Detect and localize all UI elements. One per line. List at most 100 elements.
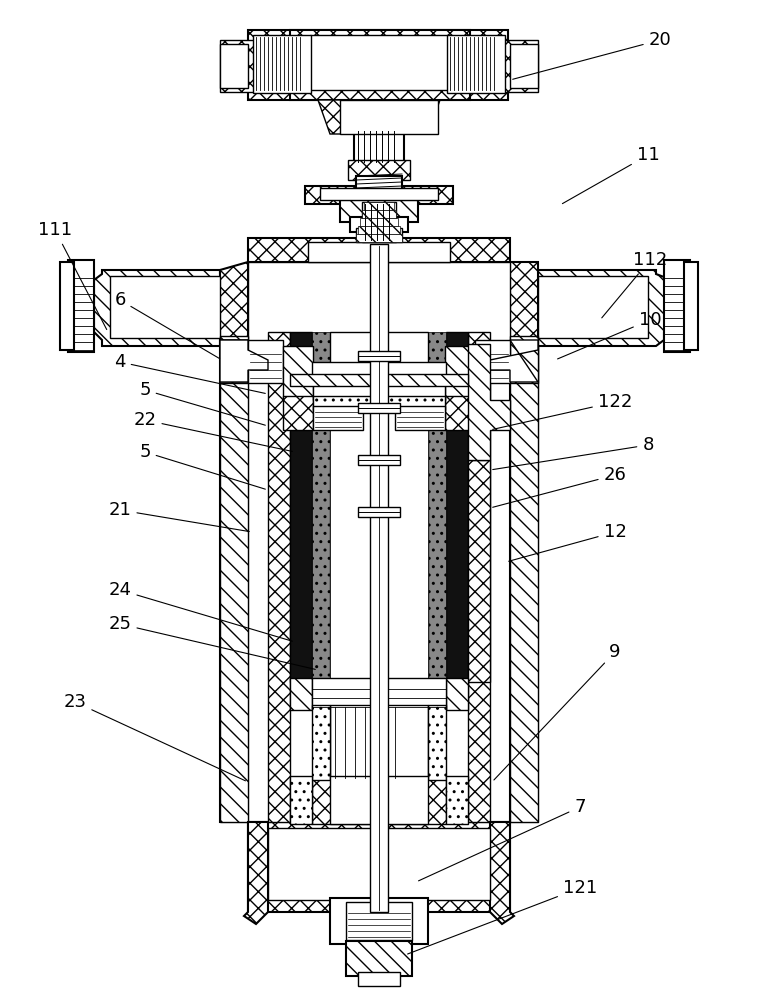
Bar	[664, 260, 690, 352]
Bar	[308, 242, 450, 262]
Bar	[538, 276, 648, 338]
Text: 10: 10	[558, 311, 661, 359]
Bar	[356, 228, 402, 242]
Bar	[445, 396, 475, 430]
Bar	[248, 262, 510, 346]
Bar	[360, 218, 398, 226]
Bar	[330, 898, 428, 944]
Polygon shape	[468, 344, 510, 460]
Text: 12: 12	[509, 523, 626, 561]
Text: 26: 26	[493, 466, 626, 507]
Bar	[310, 35, 448, 90]
Bar	[468, 332, 490, 822]
Polygon shape	[510, 346, 538, 822]
Bar	[312, 678, 446, 710]
Bar	[290, 30, 470, 100]
Bar	[447, 35, 505, 93]
Polygon shape	[318, 100, 440, 134]
Bar	[428, 705, 446, 780]
Bar	[312, 362, 446, 380]
Polygon shape	[530, 270, 672, 346]
Bar	[446, 776, 468, 824]
Text: 22: 22	[133, 411, 293, 451]
Polygon shape	[94, 270, 228, 346]
Bar	[510, 336, 538, 383]
Text: 8: 8	[493, 436, 653, 470]
Bar	[248, 822, 510, 912]
Text: 11: 11	[562, 146, 659, 204]
Bar	[248, 30, 508, 100]
Polygon shape	[490, 340, 538, 382]
Text: 25: 25	[108, 615, 315, 669]
Bar	[348, 160, 410, 180]
Bar	[346, 941, 412, 976]
Bar	[68, 260, 94, 352]
Bar	[283, 346, 313, 400]
Bar	[268, 828, 490, 900]
Bar	[253, 35, 311, 93]
Bar	[320, 188, 438, 200]
Bar	[330, 705, 428, 780]
Bar	[445, 346, 475, 400]
Bar	[358, 972, 400, 986]
Polygon shape	[220, 262, 248, 822]
Bar	[220, 336, 248, 383]
Bar	[358, 226, 400, 234]
Text: 23: 23	[64, 693, 246, 781]
Polygon shape	[220, 340, 268, 382]
Text: 4: 4	[114, 353, 265, 393]
Polygon shape	[510, 262, 538, 822]
Bar	[370, 244, 388, 912]
Bar	[356, 176, 402, 190]
Bar	[350, 217, 408, 232]
Bar	[446, 678, 468, 710]
Bar	[290, 678, 312, 710]
Bar	[312, 332, 330, 682]
Polygon shape	[244, 822, 268, 924]
Bar	[358, 351, 400, 361]
Bar	[312, 705, 330, 780]
Bar	[268, 332, 290, 822]
Polygon shape	[220, 340, 248, 383]
Polygon shape	[220, 346, 248, 822]
Bar	[362, 210, 396, 218]
Text: 121: 121	[408, 879, 597, 954]
Bar	[283, 396, 313, 430]
Text: 122: 122	[493, 393, 632, 429]
Bar	[475, 340, 510, 383]
Bar	[428, 332, 446, 682]
Bar	[468, 460, 490, 682]
Bar	[358, 507, 400, 517]
Bar	[313, 396, 445, 410]
Bar	[248, 340, 283, 383]
Bar	[358, 455, 400, 465]
Bar	[290, 332, 312, 682]
Text: 111: 111	[38, 221, 107, 330]
Polygon shape	[490, 822, 514, 924]
Bar	[362, 202, 396, 242]
Bar	[684, 262, 698, 350]
Bar	[330, 776, 428, 824]
Bar	[312, 776, 446, 824]
Bar	[446, 332, 468, 682]
Bar	[290, 776, 312, 824]
Bar	[463, 40, 538, 92]
Bar	[110, 276, 220, 338]
Bar	[356, 234, 402, 242]
Bar	[340, 100, 438, 134]
Text: 112: 112	[602, 251, 667, 318]
Bar	[364, 202, 394, 210]
Text: 5: 5	[139, 443, 265, 489]
Text: 24: 24	[108, 581, 293, 641]
Bar	[313, 406, 363, 430]
Bar	[340, 200, 418, 222]
Text: 6: 6	[114, 291, 220, 359]
Bar	[220, 40, 295, 92]
Bar	[220, 44, 248, 88]
Bar	[313, 380, 445, 400]
Bar	[510, 44, 538, 88]
Text: 21: 21	[108, 501, 249, 532]
Bar	[395, 406, 445, 430]
Bar	[290, 374, 468, 386]
Bar	[354, 129, 404, 164]
